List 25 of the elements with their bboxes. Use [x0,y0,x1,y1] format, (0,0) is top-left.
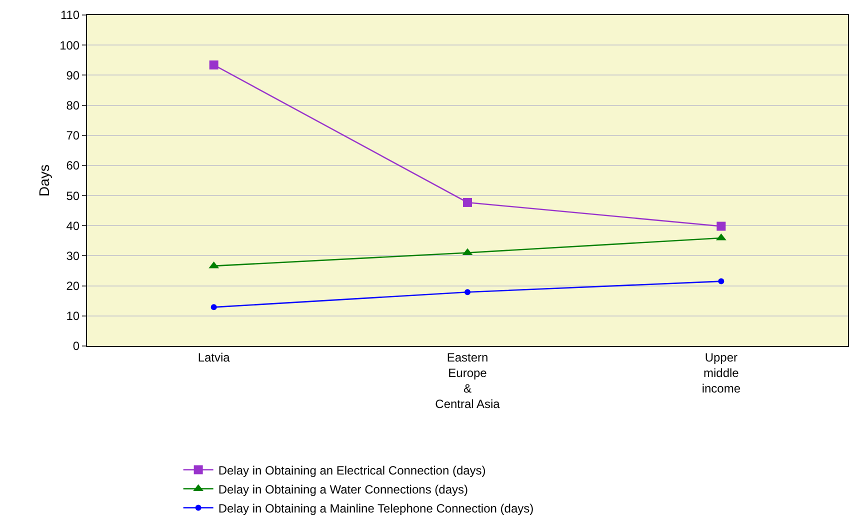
point [464,289,470,296]
y-tick-label: 0 [72,339,80,354]
point [716,222,726,231]
point [718,278,724,284]
y-tick-label: 70 [66,128,80,143]
x-tick-label: Upper middle income [702,350,741,396]
y-tick-label: 40 [66,218,80,233]
y-tick-label: 20 [66,279,80,294]
y-tick-label: 100 [60,38,80,52]
x-tick-label: Latvia [198,350,230,364]
legend-label: Delay in Obtaining a Water Connections (days) [218,482,468,496]
y-tick-label: 60 [66,158,80,173]
x-tick-label: Eastern Europe & Central Asia [435,350,500,412]
y-tick-label: 50 [66,188,80,203]
y-tick-label: 110 [60,8,80,22]
point [463,198,472,207]
point [210,304,217,310]
y-tick-label: 30 [66,248,80,263]
y-tick-label: 90 [66,68,80,82]
y-tick-label: 80 [66,98,80,112]
y-tick-label: 10 [66,309,80,324]
legend-label: Delay in Obtaining a Mainline Telephone Connection (days) [218,501,534,516]
y-axis-title: Days [36,164,52,196]
legend-label: Delay in Obtaining an Electrical Connection (days) [218,463,486,478]
point [209,60,218,70]
